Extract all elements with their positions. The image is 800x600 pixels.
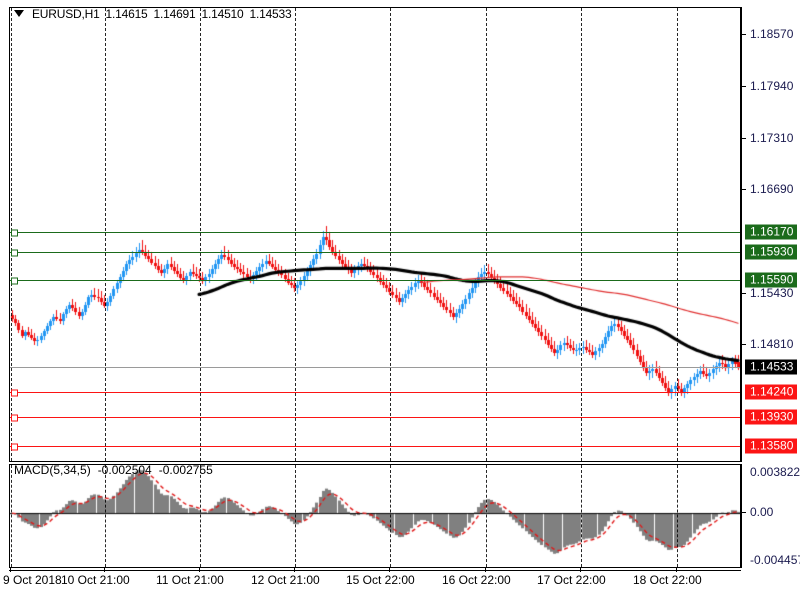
time-axis-label: 10 Oct 21:00: [61, 573, 130, 587]
level-drag-handle[interactable]: [11, 443, 18, 451]
time-axis-label: 18 Oct 22:00: [633, 573, 702, 587]
grid-line: [677, 8, 678, 461]
time-axis-label: 9 Oct 2018: [3, 573, 62, 587]
axis-tick: [742, 189, 746, 191]
macd-main-value: -0.002504: [97, 463, 152, 477]
price-level-badge[interactable]: 1.15590: [745, 272, 798, 288]
time-axis-label: 12 Oct 21:00: [251, 573, 320, 587]
macd-signal-value: -0.002755: [158, 463, 213, 477]
time-axis-label: 16 Oct 22:00: [442, 573, 511, 587]
support-line[interactable]: [10, 232, 740, 234]
axis-tick: [742, 85, 746, 87]
time-axis-tick: [389, 568, 390, 572]
current-price-line[interactable]: [10, 367, 740, 369]
price-level-badge[interactable]: 1.13930: [745, 409, 798, 425]
macd-axis-label: 0.003822: [750, 465, 800, 479]
price-level-badge[interactable]: 1.14533: [745, 359, 798, 375]
time-axis-tick: [485, 568, 486, 572]
time-axis-tick: [294, 568, 295, 572]
macd-axis-label: 0.00: [750, 505, 774, 520]
grid-line: [105, 8, 106, 461]
axis-tick: [742, 512, 746, 514]
time-axis-label: 11 Oct 21:00: [156, 573, 224, 587]
time-axis-label: 15 Oct 22:00: [346, 573, 415, 587]
grid-line: [200, 8, 201, 461]
grid-line: [486, 8, 487, 461]
support-line[interactable]: [10, 279, 740, 281]
time-axis-tick: [199, 568, 200, 572]
macd-axis[interactable]: 0.003822 0.00 -0.004457: [741, 464, 800, 568]
axis-tick: [742, 293, 746, 295]
macd-chart-canvas[interactable]: [10, 465, 740, 567]
grid-line: [295, 465, 296, 567]
price-level-badge[interactable]: 1.16170: [745, 224, 798, 240]
time-axis-label: 17 Oct 22:00: [537, 573, 606, 587]
level-drag-handle[interactable]: [11, 249, 18, 257]
macd-indicator-panel[interactable]: [9, 464, 741, 568]
price-level-badge[interactable]: 1.14240: [745, 384, 798, 400]
price-axis-label: 1.15430: [750, 286, 794, 301]
grid-line: [486, 465, 487, 567]
price-axis-label: 1.17940: [750, 78, 794, 93]
grid-line: [11, 465, 12, 567]
symbol-label: EURUSD,H1: [32, 6, 100, 21]
price-chart-panel[interactable]: [9, 7, 741, 462]
ohlc-high: 1.14691: [153, 6, 196, 21]
level-drag-handle[interactable]: [11, 229, 18, 237]
grid-line: [295, 8, 296, 461]
macd-axis-label: -0.004457: [750, 553, 800, 567]
chart-header: EURUSD,H1 1.14615 1.14691 1.14510 1.1453…: [14, 6, 292, 21]
grid-line: [105, 465, 106, 567]
price-axis-label: 1.14810: [750, 337, 794, 352]
price-axis-label: 1.18570: [750, 26, 794, 41]
level-drag-handle[interactable]: [11, 389, 18, 397]
macd-header: MACD(5,34,5) -0.002504 -0.002755: [14, 463, 213, 477]
ohlc-open: 1.14615: [105, 6, 148, 21]
price-axis-label: 1.17310: [750, 130, 794, 145]
resistance-line[interactable]: [10, 446, 740, 448]
time-axis-tick: [104, 568, 105, 572]
grid-line: [581, 8, 582, 461]
price-chart-canvas[interactable]: [10, 8, 740, 461]
price-level-badge[interactable]: 1.15930: [745, 244, 798, 260]
grid-line: [390, 465, 391, 567]
resistance-line[interactable]: [10, 391, 740, 393]
grid-line: [581, 465, 582, 567]
grid-line: [677, 465, 678, 567]
axis-tick: [742, 344, 746, 346]
time-axis[interactable]: 9 Oct 2018 10 Oct 21:00 11 Oct 21:00 12 Oct…: [0, 568, 800, 600]
time-axis-tick: [10, 568, 11, 572]
time-axis-tick: [580, 568, 581, 572]
support-line[interactable]: [10, 251, 740, 253]
time-axis-baseline: [9, 570, 741, 571]
grid-line: [390, 8, 391, 461]
axis-tick: [742, 33, 746, 35]
macd-label: MACD(5,34,5): [14, 463, 91, 477]
ohlc-low: 1.14510: [201, 6, 244, 21]
level-drag-handle[interactable]: [11, 414, 18, 422]
axis-tick: [742, 137, 746, 139]
chevron-down-icon[interactable]: [14, 10, 24, 17]
grid-line: [200, 465, 201, 567]
resistance-line[interactable]: [10, 417, 740, 419]
price-level-badge[interactable]: 1.13580: [745, 438, 798, 454]
ohlc-close: 1.14533: [249, 6, 292, 21]
price-axis-label: 1.16690: [750, 182, 794, 197]
time-axis-tick: [676, 568, 677, 572]
level-drag-handle[interactable]: [11, 277, 18, 285]
price-axis[interactable]: 1.18570 1.17940 1.17310 1.16690 1.15430 1.148…: [741, 7, 800, 462]
